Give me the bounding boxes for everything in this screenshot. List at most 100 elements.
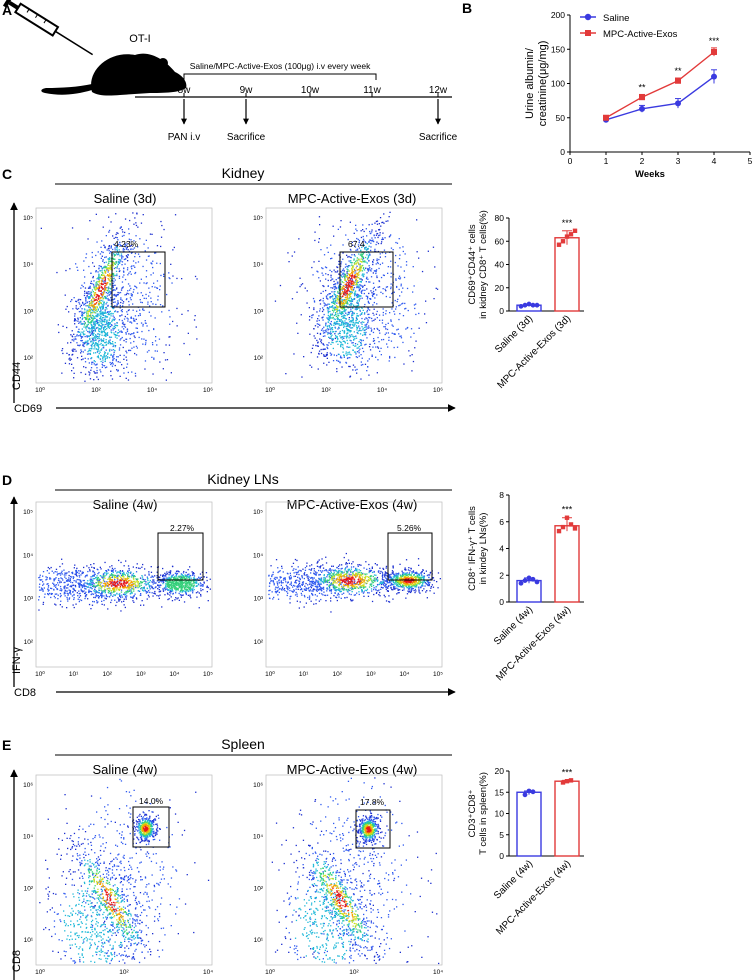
event-dot [100, 302, 103, 304]
event-dot [119, 255, 121, 257]
event-dot [172, 587, 174, 589]
event-dot [341, 288, 343, 290]
event-dot [94, 573, 96, 575]
event-dot [116, 592, 118, 594]
event-dot [92, 301, 94, 303]
event-dot [75, 320, 77, 322]
event-dot [156, 262, 158, 264]
event-dot [350, 275, 352, 277]
event-dot [100, 257, 102, 259]
event-dot [328, 332, 330, 334]
event-dot [353, 298, 355, 300]
event-dot [349, 294, 351, 297]
event-dot [151, 356, 153, 358]
event-dot [83, 326, 85, 328]
event-dot [104, 247, 106, 249]
event-dot [100, 309, 102, 311]
event-dot [136, 310, 138, 312]
event-dot [325, 296, 328, 298]
event-dot [94, 346, 96, 348]
event-dot [336, 323, 338, 325]
event-dot [44, 593, 46, 595]
event-dot [78, 576, 81, 578]
event-dot [350, 323, 352, 326]
event-dot [73, 606, 75, 609]
event-dot [346, 271, 348, 273]
x-tick-label: 10² [91, 387, 101, 394]
event-dot [101, 334, 103, 336]
event-dot [95, 341, 97, 344]
event-dot [361, 257, 363, 259]
event-dot [198, 592, 200, 594]
event-dot [377, 359, 379, 361]
x-tick-label: 4 [712, 156, 717, 166]
event-dot [183, 584, 185, 587]
event-dot [338, 315, 340, 317]
event-dot [367, 366, 369, 368]
event-dot [350, 327, 352, 329]
event-dot [170, 582, 172, 584]
event-dot [108, 299, 110, 301]
event-dot [63, 581, 65, 584]
event-dot [206, 579, 208, 582]
event-dot [291, 255, 293, 257]
event-dot [309, 364, 311, 366]
gate-percent: 67.4 [348, 239, 365, 249]
event-dot [345, 318, 347, 320]
event-dot [97, 315, 99, 318]
event-dot [88, 311, 90, 313]
event-dot [132, 303, 134, 305]
event-dot [345, 276, 348, 278]
event-dot [332, 307, 334, 309]
event-dot [112, 359, 114, 362]
event-dot [318, 277, 320, 279]
event-dot [100, 322, 102, 324]
event-dot [131, 293, 133, 296]
event-dot [136, 347, 138, 349]
event-dot [129, 241, 131, 243]
event-dot [132, 248, 134, 250]
regimen-bracket [183, 73, 377, 80]
event-dot [112, 312, 114, 315]
event-dot [114, 305, 116, 307]
event-dot [93, 352, 95, 354]
event-dot [89, 307, 91, 309]
legend-label: MPC-Active-Exos [603, 29, 678, 40]
event-dot [372, 263, 374, 266]
event-dot [361, 297, 363, 299]
event-dot [368, 374, 370, 376]
event-dot [104, 592, 106, 594]
event-dot [88, 318, 90, 321]
event-dot [114, 284, 116, 286]
event-dot [103, 274, 105, 276]
event-dot [357, 281, 359, 284]
event-dot [366, 242, 368, 245]
event-dot [189, 566, 191, 568]
event-dot [100, 338, 102, 340]
event-dot [367, 269, 369, 271]
event-dot [83, 579, 85, 582]
event-dot [355, 267, 357, 269]
event-dot [132, 291, 134, 293]
event-dot [81, 331, 83, 333]
event-dot [132, 600, 134, 602]
event-dot [82, 286, 84, 288]
event-dot [132, 597, 134, 599]
event-dot [343, 293, 346, 295]
event-dot [93, 298, 95, 300]
event-dot [87, 318, 89, 320]
y-tick-label: 10² [254, 355, 264, 362]
event-dot [130, 248, 132, 251]
event-dot [50, 578, 52, 580]
event-dot [142, 309, 144, 311]
event-dot [205, 572, 208, 574]
event-dot [158, 581, 160, 583]
event-dot [362, 275, 364, 277]
event-dot [79, 306, 82, 308]
event-dot [91, 331, 93, 333]
event-dot [166, 586, 168, 588]
event-dot [319, 310, 321, 312]
event-dot [390, 234, 392, 236]
event-dot [343, 316, 345, 319]
